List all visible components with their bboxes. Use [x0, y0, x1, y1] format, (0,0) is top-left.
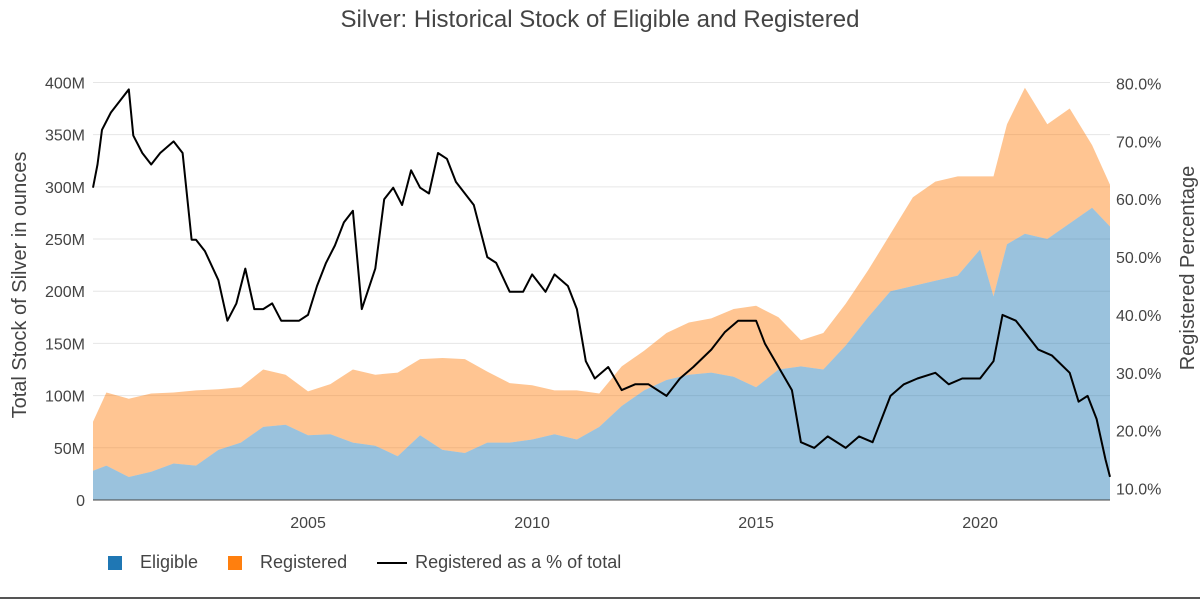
- y2-axis-title: Registered Percentage: [1177, 166, 1199, 371]
- legend-label-ratio: Registered as a % of total: [415, 552, 622, 572]
- area-layer: [93, 87, 1110, 500]
- y2-tick-label: 30.0%: [1116, 366, 1161, 383]
- y2-tick-label: 40.0%: [1116, 308, 1161, 325]
- legend-label-eligible: Eligible: [140, 552, 199, 572]
- legend-item-registered[interactable]: Registered: [228, 552, 347, 573]
- y-tick-label: 100M: [45, 389, 85, 406]
- chart-title: Silver: Historical Stock of Eligible and…: [340, 6, 860, 33]
- legend-swatch-registered: [228, 555, 243, 570]
- x-axis: 2005 2010 2015 2020: [93, 499, 1110, 532]
- x-tick-label: 2005: [290, 515, 326, 532]
- legend-swatch-eligible: [108, 555, 122, 570]
- y-tick-label: 200M: [45, 284, 85, 301]
- x-tick-label: 2010: [514, 515, 550, 532]
- y-tick-label: 400M: [45, 75, 85, 92]
- y2-tick-label: 50.0%: [1116, 250, 1161, 267]
- y-tick-label: 50M: [54, 441, 85, 458]
- registered-pct-line: [92, 88, 1111, 478]
- y-tick-label: 150M: [45, 336, 85, 353]
- y-tick-label: 0: [76, 493, 85, 510]
- y-axis-right: 10.0% 20.0% 30.0% 40.0% 50.0% 60.0% 70.0% 80.0%: [1116, 77, 1161, 499]
- y2-tick-label: 70.0%: [1116, 134, 1161, 151]
- legend-label-registered: Registered: [260, 552, 348, 572]
- x-tick-label: 2015: [738, 515, 774, 532]
- y2-tick-label: 60.0%: [1116, 192, 1161, 209]
- y-axis-title: Total Stock of Silver in ounces: [9, 152, 31, 419]
- legend: Eligible Registered Registered as a % of…: [108, 552, 651, 573]
- y-tick-label: 350M: [45, 128, 85, 145]
- y-tick-label: 250M: [45, 232, 85, 249]
- x-tick-label: 2020: [962, 515, 998, 532]
- bottom-border: [0, 597, 1200, 599]
- y-axis-left: 0 50M 100M 150M 200M 250M 300M 350M 400M: [45, 75, 85, 510]
- ratio-line-layer: [92, 88, 1111, 478]
- legend-item-ratio[interactable]: Registered as a % of total: [377, 552, 621, 573]
- y2-tick-label: 10.0%: [1116, 481, 1161, 498]
- y-tick-label: 300M: [45, 180, 85, 197]
- legend-item-eligible[interactable]: Eligible: [108, 552, 198, 573]
- legend-swatch-ratio: [377, 561, 408, 564]
- eligible-area: [93, 207, 1110, 500]
- y2-tick-label: 20.0%: [1116, 424, 1161, 441]
- registered-area: [93, 87, 1110, 477]
- y2-tick-label: 80.0%: [1116, 77, 1161, 94]
